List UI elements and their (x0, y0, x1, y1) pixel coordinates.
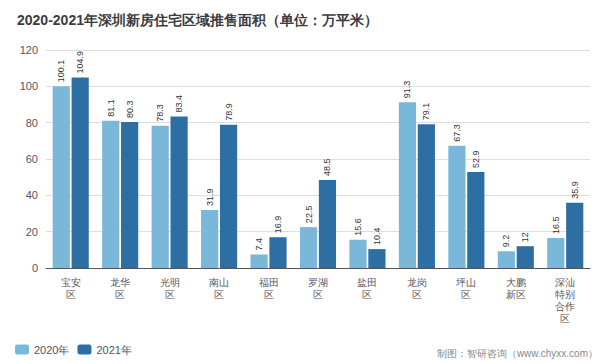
svg-text:52.9: 52.9 (471, 150, 481, 168)
svg-text:坪山: 坪山 (455, 277, 476, 288)
svg-text:104.9: 104.9 (75, 51, 85, 74)
svg-text:区: 区 (115, 289, 125, 300)
svg-text:福田: 福田 (259, 277, 279, 288)
svg-text:区: 区 (66, 289, 76, 300)
svg-text:40: 40 (26, 189, 38, 201)
svg-text:区: 区 (560, 313, 570, 324)
svg-text:100: 100 (20, 80, 38, 92)
svg-text:区: 区 (165, 289, 175, 300)
svg-text:盐田: 盐田 (357, 277, 377, 288)
svg-text:78.9: 78.9 (224, 103, 234, 121)
svg-text:35.9: 35.9 (570, 181, 580, 199)
svg-text:100.1: 100.1 (56, 60, 66, 83)
svg-text:合作: 合作 (555, 301, 575, 312)
svg-text:48.5: 48.5 (322, 158, 332, 176)
svg-text:0: 0 (32, 262, 38, 274)
svg-text:2021年: 2021年 (96, 344, 131, 356)
svg-text:91.3: 91.3 (402, 81, 412, 99)
svg-text:区: 区 (313, 289, 323, 300)
svg-text:2020-2021年深圳新房住宅区域推售面积（单位：万平米）: 2020-2021年深圳新房住宅区域推售面积（单位：万平米） (17, 12, 378, 28)
svg-text:罗湖: 罗湖 (308, 277, 328, 288)
svg-text:新区: 新区 (506, 289, 526, 300)
svg-text:南山: 南山 (209, 277, 229, 288)
svg-text:龙岗: 龙岗 (407, 277, 427, 288)
svg-text:80: 80 (26, 117, 38, 129)
svg-text:区: 区 (461, 289, 471, 300)
svg-text:15.6: 15.6 (353, 218, 363, 236)
svg-text:光明: 光明 (160, 277, 180, 288)
svg-text:大鹏: 大鹏 (506, 277, 526, 288)
svg-text:60: 60 (26, 153, 38, 165)
svg-text:7.4: 7.4 (254, 238, 264, 251)
svg-text:9.2: 9.2 (501, 235, 511, 248)
svg-text:宝安: 宝安 (61, 277, 81, 288)
svg-text:区: 区 (214, 289, 224, 300)
svg-text:20: 20 (26, 226, 38, 238)
svg-text:龙华: 龙华 (110, 277, 130, 288)
svg-text:特别: 特别 (555, 289, 575, 300)
svg-text:120: 120 (20, 44, 38, 56)
svg-text:78.3: 78.3 (155, 104, 165, 122)
svg-text:区: 区 (362, 289, 372, 300)
svg-text:67.3: 67.3 (452, 124, 462, 142)
svg-text:深汕: 深汕 (555, 277, 575, 288)
svg-text:制图：智研咨询（www.chyxx.com）: 制图：智研咨询（www.chyxx.com） (437, 348, 598, 359)
svg-text:12: 12 (520, 232, 530, 242)
svg-text:区: 区 (264, 289, 274, 300)
svg-text:16.5: 16.5 (551, 216, 561, 234)
svg-text:16.9: 16.9 (273, 216, 283, 234)
svg-text:22.5: 22.5 (304, 206, 314, 224)
svg-text:区: 区 (412, 289, 422, 300)
svg-text:2020年: 2020年 (34, 344, 69, 356)
svg-text:83.4: 83.4 (174, 95, 184, 113)
svg-text:81.1: 81.1 (106, 99, 116, 117)
svg-text:31.9: 31.9 (205, 189, 215, 207)
svg-text:10.4: 10.4 (372, 228, 382, 246)
svg-text:79.1: 79.1 (421, 103, 431, 121)
svg-text:80.3: 80.3 (125, 101, 135, 119)
